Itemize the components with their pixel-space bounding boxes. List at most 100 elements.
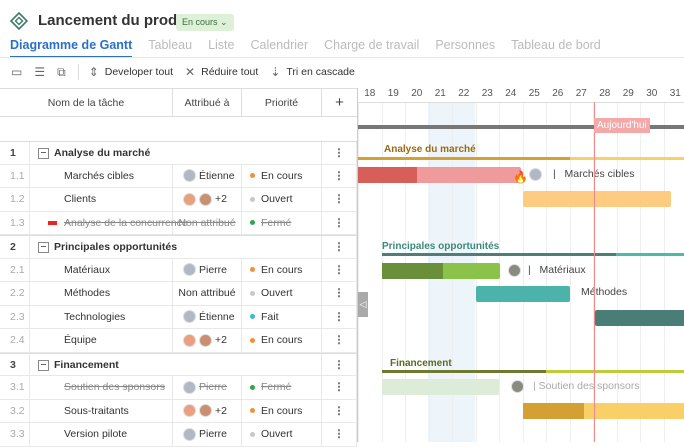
tab-3[interactable]: Calendrier	[250, 38, 308, 58]
task-name[interactable]: Marchés cibles	[64, 170, 134, 182]
collapse-panel-button[interactable]: ◁	[358, 292, 368, 317]
group-row[interactable]: 1−Analyse du marché⋮	[0, 141, 357, 165]
task-bar-methodes[interactable]	[476, 286, 570, 302]
row-menu-icon[interactable]: ⋮	[322, 188, 357, 211]
priority[interactable]: Fermé	[261, 217, 291, 229]
priority[interactable]: Fait	[261, 311, 279, 323]
task-name[interactable]: Matériaux	[64, 264, 110, 276]
row-menu-icon[interactable]: ⋮	[322, 236, 357, 258]
status-dropdown[interactable]: En cours ⌄	[176, 14, 234, 31]
task-bar-sous-traitants[interactable]	[523, 403, 684, 419]
task-name[interactable]: Équipe	[64, 334, 97, 346]
task-name[interactable]: Soutien des sponsors	[64, 381, 165, 393]
task-view-button[interactable]: ▭	[11, 65, 22, 79]
project-title: Lancement du produit	[38, 12, 196, 29]
row-menu-icon[interactable]: ⋮	[322, 282, 357, 305]
add-column-button[interactable]: +	[322, 89, 357, 117]
task-name[interactable]: Méthodes	[64, 287, 110, 299]
cascade-sort-button[interactable]: ⇣Tri en cascade	[270, 65, 355, 79]
row-menu-icon[interactable]: ⋮	[322, 376, 357, 399]
priority[interactable]: En cours	[261, 405, 302, 417]
row-menu-icon[interactable]: ⋮	[322, 329, 357, 352]
day-label: 27	[570, 88, 594, 103]
priority[interactable]: Ouvert	[261, 287, 293, 299]
task-name[interactable]: Clients	[64, 193, 96, 205]
assignee[interactable]: Étienne	[199, 170, 235, 182]
column-header-name[interactable]: Nom de la tâche	[0, 89, 173, 117]
assignee[interactable]: +2	[215, 334, 227, 346]
collapse-all-button[interactable]: ✕Réduire tout	[185, 65, 258, 79]
priority-view-button[interactable]: ☰	[34, 65, 45, 79]
priority[interactable]: Ouvert	[261, 428, 293, 440]
priority-dot	[250, 173, 255, 178]
task-bar-clients[interactable]	[523, 191, 671, 207]
row-menu-icon[interactable]: ⋮	[322, 400, 357, 423]
assignee[interactable]: Étienne	[199, 311, 235, 323]
tab-6[interactable]: Tableau de bord	[511, 38, 601, 58]
collapse-toggle-icon[interactable]: −	[38, 148, 49, 159]
assignee[interactable]: Non attribué	[178, 217, 235, 229]
expand-all-button[interactable]: ⇕Developer tout	[89, 65, 173, 79]
tab-2[interactable]: Liste	[208, 38, 234, 58]
row-menu-icon[interactable]: ⋮	[322, 259, 357, 282]
row-menu-icon[interactable]: ⋮	[322, 165, 357, 188]
task-bar-soutien[interactable]	[382, 379, 499, 395]
row-menu-icon[interactable]: ⋮	[322, 212, 357, 235]
row-number: 2.1	[0, 259, 30, 282]
column-header-assigned[interactable]: Attribué à	[173, 89, 242, 117]
divider	[0, 57, 684, 58]
row-number: 1.1	[0, 165, 30, 188]
row-menu-icon[interactable]: ⋮	[322, 423, 357, 446]
assignee[interactable]: Pierre	[199, 381, 227, 393]
row-menu-icon[interactable]: ⋮	[322, 354, 357, 376]
row-menu-icon[interactable]: ⋮	[322, 142, 357, 164]
table-row[interactable]: 3.2 Sous-traitants +2 En cours ⋮	[0, 400, 357, 424]
row-number: 1.3	[0, 212, 30, 235]
priority[interactable]: En cours	[261, 170, 302, 182]
priority-dot	[250, 197, 255, 202]
task-name[interactable]: Version pilote	[64, 428, 127, 440]
assignee[interactable]: +2	[215, 193, 227, 205]
group-row[interactable]: 2−Principales opportunités⋮	[0, 235, 357, 259]
tab-5[interactable]: Personnes	[435, 38, 495, 58]
fire-icon: 🔥	[513, 170, 528, 184]
task-bar-marches-cibles[interactable]	[358, 167, 521, 183]
assignee[interactable]: Non attribué	[178, 287, 235, 299]
task-bar-materiaux[interactable]	[382, 263, 500, 279]
priority[interactable]: Ouvert	[261, 193, 293, 205]
tab-0[interactable]: Diagramme de Gantt	[10, 38, 132, 58]
assignee[interactable]: +2	[215, 405, 227, 417]
table-row[interactable]: 1.1 Marchés cibles Étienne En cours ⋮	[0, 165, 357, 189]
collapse-toggle-icon[interactable]: −	[38, 242, 49, 253]
day-label: 20	[405, 88, 429, 103]
row-menu-icon[interactable]: ⋮	[322, 306, 357, 329]
task-name[interactable]: Sous-traitants	[64, 405, 129, 417]
group-row[interactable]: 3−Financement⋮	[0, 353, 357, 377]
table-row[interactable]: 2.1 Matériaux Pierre En cours ⋮	[0, 259, 357, 283]
row-number: 3.2	[0, 400, 30, 423]
priority[interactable]: En cours	[261, 334, 302, 346]
tab-4[interactable]: Charge de travail	[324, 38, 419, 58]
task-bar-technologies[interactable]	[595, 310, 684, 326]
avatar	[183, 428, 196, 441]
assignee[interactable]: Pierre	[199, 428, 227, 440]
hierarchy-view-button[interactable]: ⧉	[57, 65, 66, 80]
task-name[interactable]: Technologies	[64, 311, 125, 323]
priority[interactable]: En cours	[261, 264, 302, 276]
task-name[interactable]: Analyse de la concurrence	[64, 217, 188, 229]
collapse-toggle-icon[interactable]: −	[38, 360, 49, 371]
tab-1[interactable]: Tableau	[148, 38, 192, 58]
group-bar	[382, 253, 616, 256]
day-label: 25	[523, 88, 547, 103]
priority[interactable]: Fermé	[261, 381, 291, 393]
column-header-priority[interactable]: Priorité	[242, 89, 322, 117]
day-label: 31	[664, 88, 684, 103]
assignee[interactable]: Pierre	[199, 264, 227, 276]
